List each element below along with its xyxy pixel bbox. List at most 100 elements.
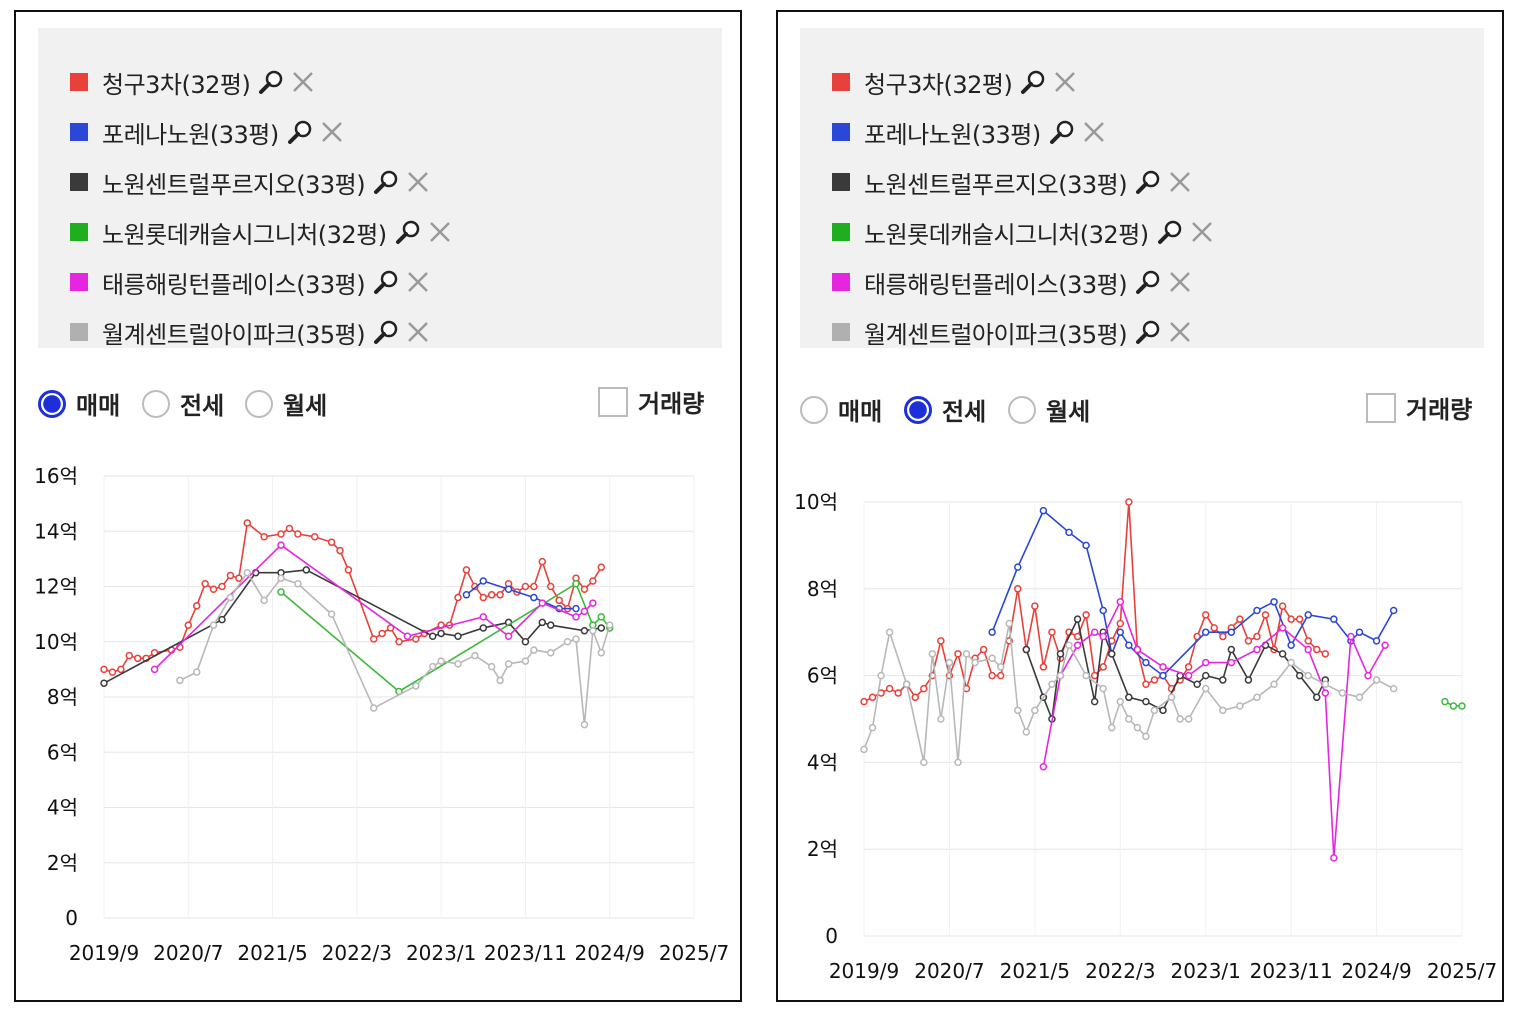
data-point — [1048, 628, 1056, 636]
magnifier-icon[interactable] — [1157, 219, 1183, 245]
volume-label: 거래량 — [638, 390, 705, 418]
radio-jeonse[interactable]: 전세 — [142, 386, 224, 421]
legend-swatch — [70, 223, 88, 241]
data-point — [937, 637, 945, 645]
radio-jeonse[interactable]: 전세 — [904, 392, 986, 427]
series-line — [154, 544, 594, 670]
close-icon[interactable] — [429, 221, 451, 243]
data-point — [538, 599, 547, 607]
y-tick-label: 2억 — [807, 837, 838, 861]
data-point — [1253, 606, 1261, 615]
data-point — [1125, 693, 1133, 702]
data-point — [1244, 676, 1253, 684]
radio-circle[interactable] — [800, 395, 828, 424]
legend-item: 청구3차(32평) — [832, 64, 1076, 100]
x-tick-label: 2024/9 — [1341, 959, 1411, 983]
legend-item: 포레나노원(33평) — [70, 114, 343, 150]
y-tick-label: 8억 — [807, 577, 838, 601]
data-point — [1304, 637, 1312, 645]
magnifier-icon[interactable] — [287, 119, 313, 145]
volume-checkbox[interactable] — [598, 386, 628, 417]
close-icon[interactable] — [1083, 121, 1105, 143]
magnifier-icon[interactable] — [373, 169, 399, 195]
radio-label: 월세 — [283, 392, 328, 420]
data-point — [530, 646, 538, 654]
series-line — [179, 571, 611, 725]
legend-label: 포레나노원(33평) — [864, 120, 1041, 149]
data-point — [1304, 611, 1312, 619]
data-point — [1441, 697, 1449, 706]
legend-label: 노원롯데캐슬시그니처(32평) — [102, 220, 387, 249]
close-icon[interactable] — [1169, 321, 1191, 343]
close-icon[interactable] — [1169, 171, 1191, 193]
data-point — [1278, 650, 1287, 658]
magnifier-icon[interactable] — [373, 319, 399, 345]
legend-item: 노원롯데캐슬시그니처(32평) — [832, 214, 1213, 250]
data-point — [1449, 702, 1458, 710]
legend-label: 노원센트럴푸르지오(33평) — [864, 170, 1128, 199]
data-point — [572, 604, 580, 613]
radio-circle[interactable] — [142, 389, 170, 418]
magnifier-icon[interactable] — [1049, 119, 1075, 145]
data-point — [1022, 728, 1031, 736]
magnifier-icon[interactable] — [1135, 269, 1161, 295]
magnifier-icon[interactable] — [395, 219, 421, 245]
radio-sale[interactable]: 매매 — [38, 386, 120, 421]
data-point — [327, 610, 336, 618]
data-point — [954, 650, 962, 658]
data-point — [310, 533, 319, 541]
close-icon[interactable] — [407, 271, 429, 293]
data-point — [538, 557, 547, 566]
close-icon[interactable] — [321, 121, 343, 143]
data-point — [133, 654, 142, 663]
data-point — [1313, 645, 1321, 654]
data-point — [504, 660, 513, 668]
y-tick-label: 8억 — [47, 685, 78, 709]
data-point — [336, 546, 344, 555]
magnifier-icon[interactable] — [373, 269, 399, 295]
data-point — [971, 658, 979, 667]
radio-circle[interactable] — [1008, 395, 1036, 424]
data-point — [1107, 650, 1116, 658]
close-icon[interactable] — [1169, 271, 1191, 293]
radio-monthly-rent[interactable]: 월세 — [245, 386, 327, 421]
radio-sale[interactable]: 매매 — [800, 392, 882, 427]
data-point — [209, 585, 218, 594]
close-icon[interactable] — [407, 321, 429, 343]
data-point — [487, 591, 496, 599]
deal-type-radio-group: 매매 전세 월세 거래량 — [800, 390, 1484, 430]
data-point — [1142, 680, 1150, 689]
magnifier-icon[interactable] — [1135, 169, 1161, 195]
data-point — [1304, 645, 1312, 654]
magnifier-icon[interactable] — [1020, 69, 1046, 95]
data-point — [1261, 611, 1270, 619]
data-point — [1116, 619, 1125, 628]
y-tick-label: 10억 — [794, 490, 838, 514]
data-point — [580, 720, 589, 729]
legend-box: 청구3차(32평) 포레나노원(33평) 노원센트럴푸르지오(33평) 노원롯데… — [38, 28, 722, 349]
volume-toggle[interactable]: 거래량 — [1366, 390, 1472, 425]
data-point — [597, 649, 606, 657]
radio-circle[interactable] — [38, 389, 66, 418]
data-point — [1244, 637, 1253, 645]
magnifier-icon[interactable] — [1135, 319, 1161, 345]
data-point — [1031, 602, 1039, 610]
data-point — [125, 651, 134, 660]
data-point — [218, 615, 226, 624]
radio-circle[interactable] — [245, 389, 273, 418]
volume-toggle[interactable]: 거래량 — [598, 384, 704, 419]
data-point — [572, 613, 580, 621]
magnifier-icon[interactable] — [258, 69, 284, 95]
data-point — [504, 632, 513, 640]
data-point — [555, 596, 563, 605]
close-icon[interactable] — [292, 71, 314, 93]
close-icon[interactable] — [1054, 71, 1076, 93]
radio-circle[interactable] — [904, 395, 932, 424]
legend-swatch — [70, 323, 88, 341]
data-point — [1082, 541, 1090, 550]
radio-monthly-rent[interactable]: 월세 — [1008, 392, 1090, 427]
volume-checkbox[interactable] — [1366, 392, 1396, 423]
close-icon[interactable] — [407, 171, 429, 193]
close-icon[interactable] — [1191, 221, 1213, 243]
y-tick-label: 4억 — [807, 750, 838, 774]
